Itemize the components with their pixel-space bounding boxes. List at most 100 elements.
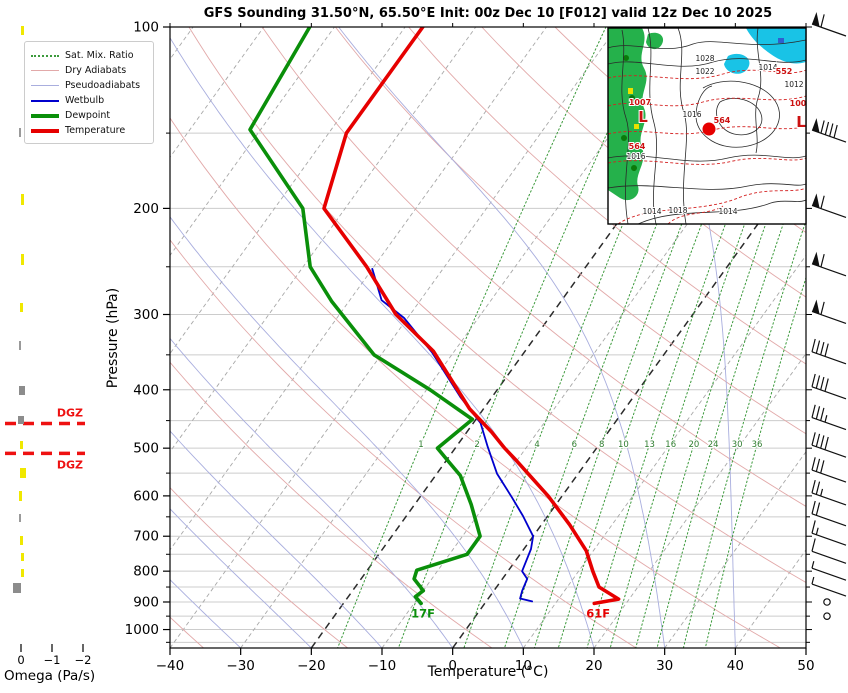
map-label-564: 564 [714,116,731,125]
isotherm--40C [170,27,618,648]
temperature-tick-label-20: 20 [585,658,602,674]
dgz-markers: DGZ DGZ [5,406,85,471]
precip-yellow [628,88,633,94]
mixing-ratio-label-30: 30 [732,440,743,450]
calm-wind-icon [823,612,831,620]
mixing-ratio-label-16: 16 [665,440,676,450]
pressure-tick-label-1000: 1000 [125,622,159,638]
dry-adiabat [408,27,806,365]
legend: Sat. Mix. Ratio Dry Adiabats Pseudoadiabat… [24,41,154,144]
map-isobar [755,28,762,154]
barb-full [815,458,821,472]
mixing-ratio-label-36: 36 [752,440,763,450]
omega-mark [20,441,23,449]
omega-mark [21,569,24,577]
temperature-tick-label-30: 30 [656,658,673,674]
legend-label: Wetbulb [65,95,105,106]
dry-adiabat [261,27,806,507]
barb-half [811,576,815,585]
surface-dewpoint-label: 17F [411,606,435,620]
mixing-ratio-line-36 [704,275,806,648]
wind-barb-500 [811,432,847,458]
plot-border [169,26,807,649]
legend-label: Dewpoint [65,110,111,121]
precip-green-2 [646,32,664,50]
map-thickness-contour [617,187,806,224]
precip-heavy [629,95,635,101]
legend-label: Dry Adiabats [65,65,127,76]
barb-full [820,460,825,474]
legend-label: Sat. Mix. Ratio [65,50,134,61]
mixing-ratio-label-13: 13 [644,440,655,450]
temperature-tick-label-40: 40 [727,658,744,674]
wind-barb-450 [811,404,847,431]
barb-flag [812,193,820,209]
omega-tick-label: −1 [44,653,61,667]
temperature-tick-label-0: 0 [448,658,457,674]
barb-flag [812,12,820,27]
barb-half [815,527,819,535]
pressure-tick-label-800: 800 [133,564,159,580]
legend-swatch [31,113,59,118]
isotherm--50C [170,27,547,551]
dry-adiabat [170,361,493,648]
barb-full [815,433,821,447]
pseudoadiabat [170,216,524,648]
barb-full [811,432,816,446]
map-label-552: 552 [776,67,793,76]
omega-mark [21,194,24,205]
map-isobar [621,29,629,224]
omega-mark [21,553,24,561]
temperature-tick-label--30: −30 [226,658,255,674]
legend-item-0: Sat. Mix. Ratio [25,48,153,63]
barb-full [824,378,829,392]
barb-full [811,338,816,352]
pressure-tick-label-200: 200 [133,201,159,217]
legend-swatch [31,128,59,133]
map-label-100: 100 [790,99,807,108]
precip-heavy [631,165,637,171]
wind-barb-300 [811,299,847,325]
map-label-1016: 1016 [626,152,645,161]
chart-title: GFS Sounding 31.50°N, 65.50°E Init: 00z … [203,6,773,21]
wind-barb-200 [811,193,847,218]
barb-flag [812,251,820,267]
map-thickness-contour [667,205,724,224]
barb-full [824,343,829,357]
map-isobar [637,199,806,224]
map-thickness-contour [608,69,806,80]
map-label-1014: 1014 [642,207,661,216]
map-isobar [677,28,687,224]
wind-barb-600 [811,479,847,506]
mixing-ratio-line-13 [586,27,800,648]
wind-barb-900 [823,598,831,606]
precip-heavy [621,135,627,141]
barb-full [815,481,821,495]
isotherm-10C [522,254,806,648]
wind-barb-column [811,12,847,620]
map-thickness-contour [608,95,806,107]
barb-flag [812,299,820,315]
temperature-tick-label-50: 50 [797,658,814,674]
isotherm-20C [593,352,806,648]
omega-mark [20,468,26,478]
omega-mark [19,386,25,395]
precip-yellow [634,124,639,129]
dgz-lower-label: DGZ [57,458,83,471]
pressure-tick-label-600: 600 [133,488,159,504]
barb-full [811,457,816,471]
omega-trace [13,26,26,593]
omega-tick-label: −2 [75,653,92,667]
pressure-gridlines [170,132,806,643]
map-isobar [608,183,806,190]
barb-full [811,404,816,418]
precip-heavy [623,55,629,61]
barb-full [820,254,825,268]
surface-temp-labels: 17F 61F [411,606,610,620]
omega-mark [19,341,21,350]
mixing-ratio-label-24: 24 [708,440,719,450]
mixing-ratio-label-4: 4 [534,440,539,450]
barb-full [824,436,829,450]
barb-half [811,561,815,569]
